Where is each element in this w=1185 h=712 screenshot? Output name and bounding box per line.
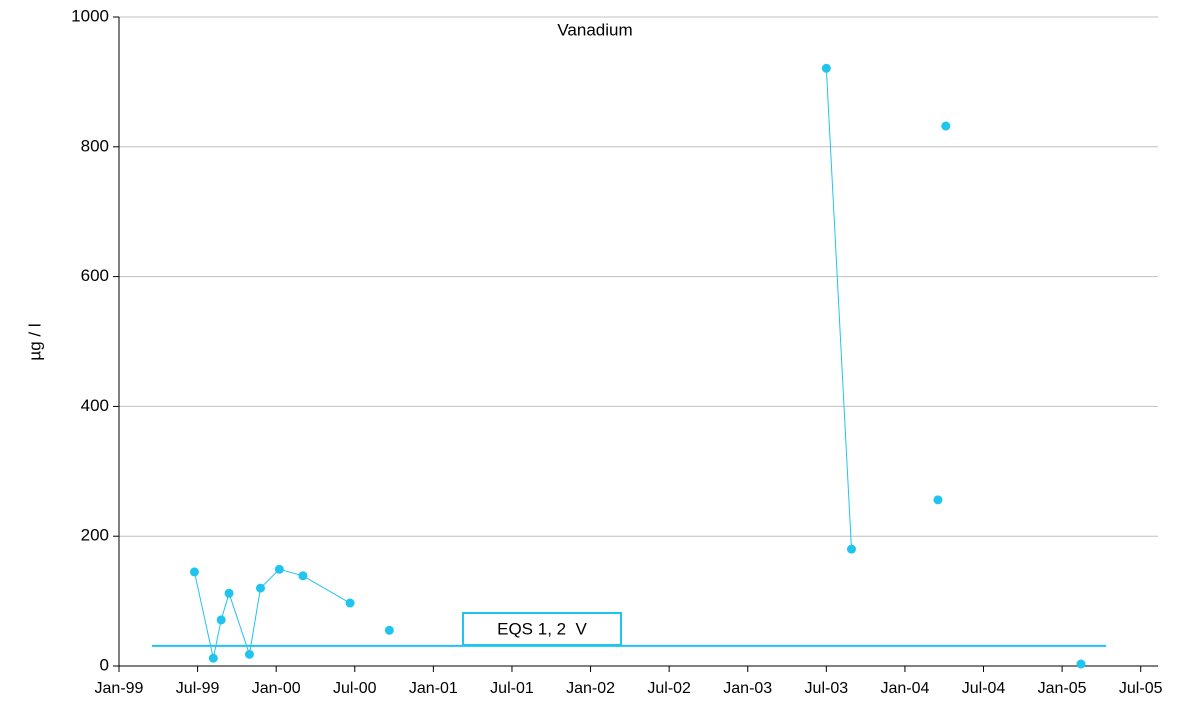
x-tick-label: Jul-99 bbox=[176, 680, 220, 697]
data-point bbox=[274, 564, 284, 574]
data-point bbox=[216, 615, 226, 625]
x-tick-label: Jan-05 bbox=[1038, 680, 1087, 697]
x-tick-label: Jan-02 bbox=[566, 680, 615, 697]
y-tick-label: 600 bbox=[81, 266, 109, 285]
data-point bbox=[941, 121, 951, 131]
x-tick-label: Jan-99 bbox=[95, 680, 144, 697]
data-point bbox=[224, 588, 234, 598]
data-point bbox=[933, 495, 943, 505]
x-tick-label: Jul-05 bbox=[1119, 680, 1163, 697]
x-tick-label: Jul-02 bbox=[647, 680, 691, 697]
x-tick-label: Jul-00 bbox=[333, 680, 377, 697]
data-point bbox=[1076, 659, 1086, 669]
x-tick-label: Jan-03 bbox=[723, 680, 772, 697]
data-point bbox=[244, 649, 254, 659]
data-point bbox=[384, 625, 394, 635]
y-tick-label: 1000 bbox=[71, 6, 109, 25]
data-point bbox=[298, 571, 308, 581]
x-tick-label: Jul-04 bbox=[962, 680, 1006, 697]
chart-title: Vanadium bbox=[557, 20, 632, 39]
data-point bbox=[345, 598, 355, 608]
x-tick-label: Jan-04 bbox=[880, 680, 929, 697]
y-tick-label: 200 bbox=[81, 526, 109, 545]
y-tick-label: 400 bbox=[81, 396, 109, 415]
x-tick-label: Jan-00 bbox=[252, 680, 301, 697]
x-tick-label: Jul-03 bbox=[805, 680, 849, 697]
x-tick-label: Jan-01 bbox=[409, 680, 458, 697]
data-point bbox=[189, 567, 199, 577]
data-point bbox=[821, 63, 831, 73]
series-label: EQS 1, 2 V bbox=[497, 619, 587, 638]
data-point bbox=[255, 583, 265, 593]
y-tick-label: 800 bbox=[81, 136, 109, 155]
data-point bbox=[208, 653, 218, 663]
label-box bbox=[462, 612, 622, 646]
data-point bbox=[846, 544, 856, 554]
y-axis-label: µg / l bbox=[25, 323, 44, 360]
y-tick-label: 0 bbox=[100, 655, 109, 674]
x-tick-label: Jul-01 bbox=[490, 680, 534, 697]
data-line bbox=[194, 68, 1081, 664]
